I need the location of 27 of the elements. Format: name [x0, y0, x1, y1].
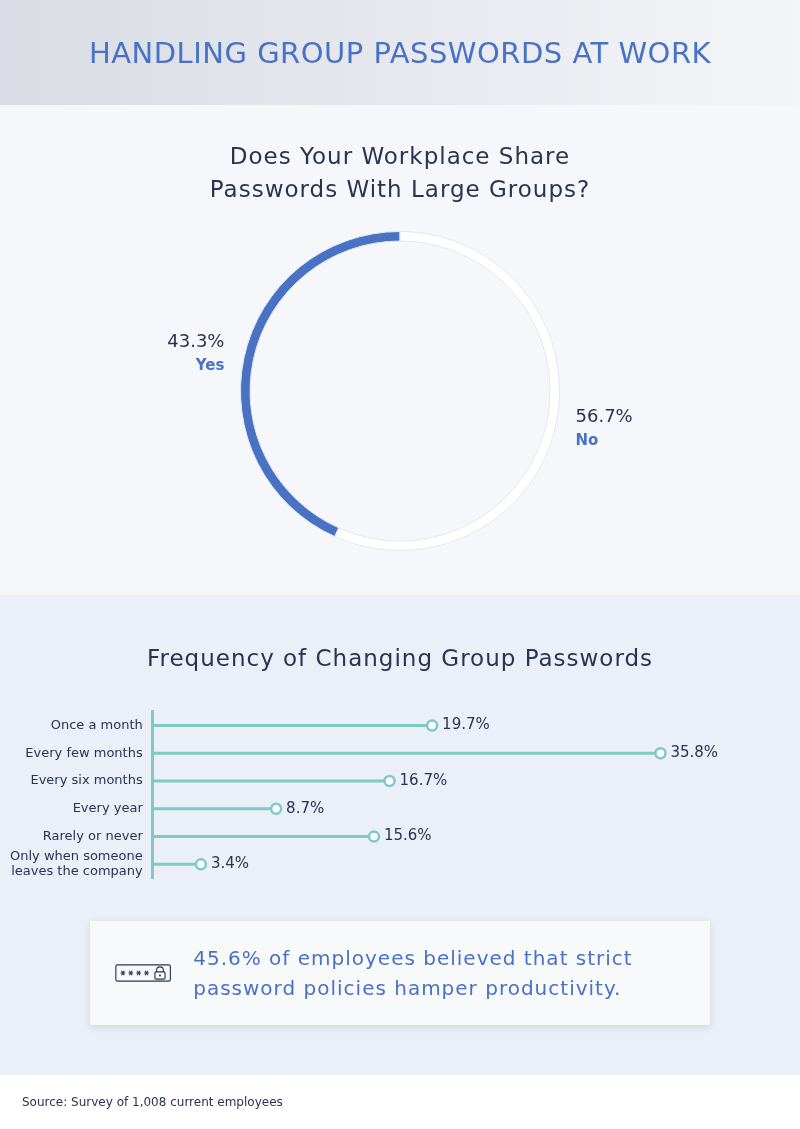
data-label: 3.4%: [210, 854, 250, 873]
point: [194, 858, 208, 871]
data-label: 16.7%: [399, 770, 448, 789]
chart-title: Frequency of Changing Group Passwords: [145, 645, 655, 671]
point: [654, 747, 667, 760]
data-label: 35.8%: [670, 743, 719, 762]
data-label: 15.6%: [383, 826, 432, 845]
chart-subtitle: Does Your Workplace Share Passwords With Large Groups?: [208, 142, 592, 204]
point: [383, 774, 396, 788]
data-label: 43.3%: [167, 330, 225, 352]
slice-label: Yes: [194, 356, 225, 375]
y-tick-label: Every few months: [25, 744, 143, 760]
data-label: 56.7%: [575, 405, 633, 427]
chart-title: HANDLING GROUP PASSWORDS AT WORK: [88, 35, 712, 70]
slice-label: No: [575, 431, 599, 450]
text: 45.6% of employees believed that strict password policies hamper productivity.: [193, 945, 634, 1002]
y-tick-label: Only when someone leaves the company: [10, 847, 144, 879]
point: [425, 719, 439, 732]
y-tick-label: Every year: [72, 800, 144, 816]
point: [367, 830, 381, 843]
y-tick-label: Once a month: [50, 716, 143, 732]
source-note: Source: Survey of 1,008 current employees: [21, 1094, 284, 1111]
y-tick-label: Rarely or never: [42, 827, 144, 843]
point: [269, 802, 283, 816]
y-tick-label: Every six months: [30, 772, 143, 788]
data-label: 19.7%: [442, 715, 490, 734]
data-label: 8.7%: [286, 798, 325, 817]
